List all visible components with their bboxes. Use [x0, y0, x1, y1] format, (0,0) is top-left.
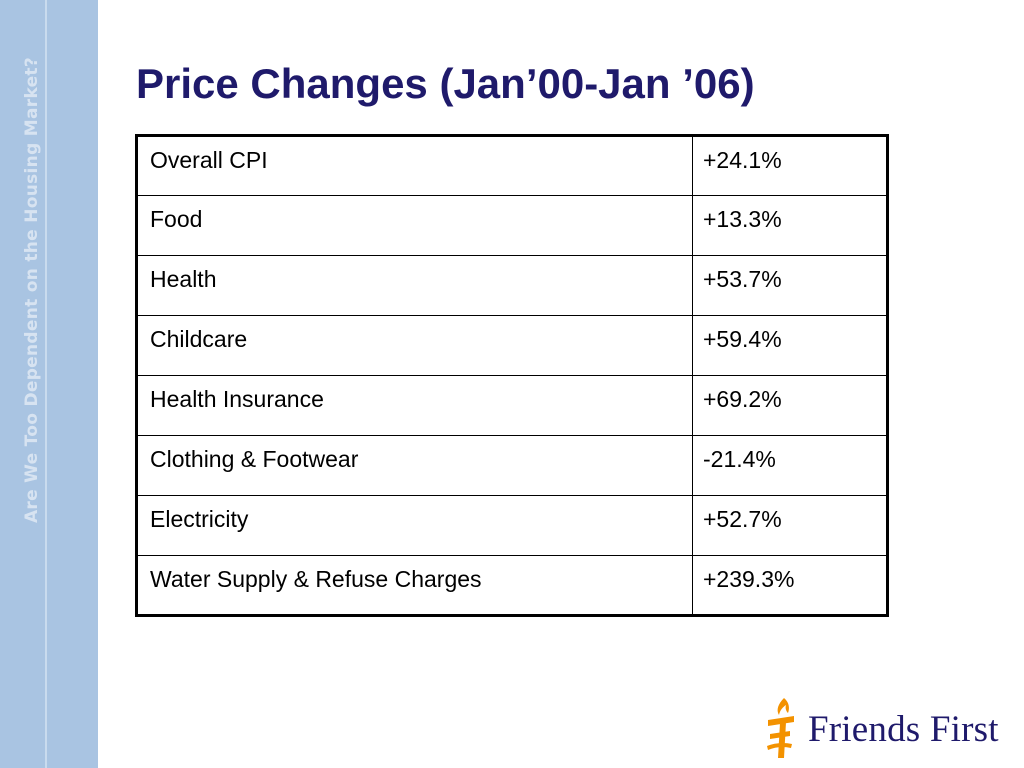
table-row: Clothing & Footwear -21.4%	[136, 435, 888, 496]
side-band-text: Are We Too Dependent on the Housing Mark…	[22, 56, 42, 524]
category-cell: Water Supply & Refuse Charges	[136, 555, 693, 616]
logo-text: Friends First	[808, 708, 999, 750]
slide-title: Price Changes (Jan’00-Jan ’06)	[136, 60, 755, 107]
table-row: Health Insurance +69.2%	[136, 375, 888, 436]
table-row: Water Supply & Refuse Charges +239.3%	[136, 555, 888, 616]
category-cell: Overall CPI	[136, 135, 693, 196]
table-row: Childcare +59.4%	[136, 315, 888, 376]
side-band: Are We Too Dependent on the Housing Mark…	[0, 0, 98, 768]
category-cell: Health	[136, 255, 693, 316]
table-row: Health +53.7%	[136, 255, 888, 316]
change-cell: +59.4%	[692, 315, 888, 376]
change-cell: +52.7%	[692, 495, 888, 556]
table-row: Electricity +52.7%	[136, 495, 888, 556]
side-band-divider	[45, 0, 47, 768]
table-row: Overall CPI +24.1%	[136, 135, 888, 196]
category-cell: Electricity	[136, 495, 693, 556]
friends-first-logo: Friends First	[764, 694, 999, 764]
change-cell: -21.4%	[692, 435, 888, 496]
category-cell: Clothing & Footwear	[136, 435, 693, 496]
table-row: Food +13.3%	[136, 195, 888, 256]
category-cell: Childcare	[136, 315, 693, 376]
price-changes-table: Overall CPI +24.1% Food +13.3% Health +5…	[135, 134, 889, 617]
change-cell: +239.3%	[692, 555, 888, 616]
category-cell: Health Insurance	[136, 375, 693, 436]
change-cell: +53.7%	[692, 255, 888, 316]
category-cell: Food	[136, 195, 693, 256]
change-cell: +69.2%	[692, 375, 888, 436]
change-cell: +24.1%	[692, 135, 888, 196]
change-cell: +13.3%	[692, 195, 888, 256]
torch-logo-icon	[767, 698, 794, 758]
